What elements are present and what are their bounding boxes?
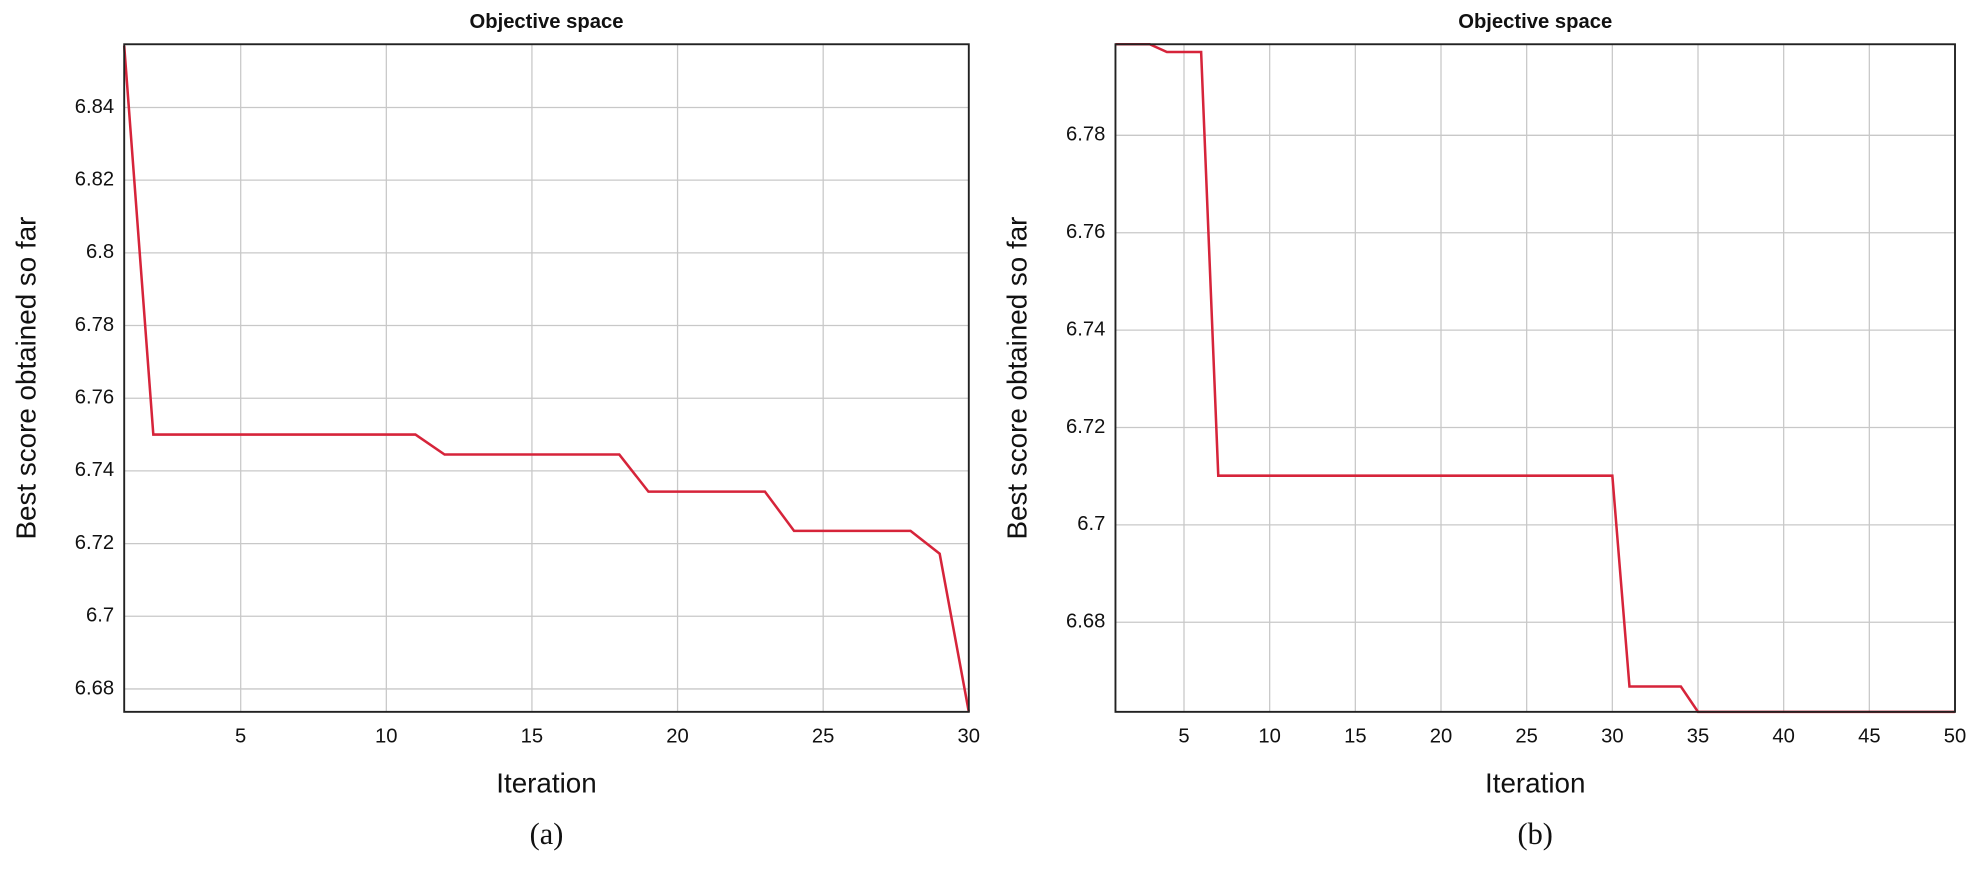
y-tick-label: 6.74 — [1066, 318, 1105, 340]
x-axis-label: Iteration — [1485, 768, 1585, 799]
y-tick-label: 6.8 — [86, 241, 114, 263]
line-series — [122, 45, 971, 713]
y-tick-label: 6.76 — [1066, 221, 1105, 243]
x-tick-label: 20 — [666, 725, 689, 747]
y-tick-label: 6.78 — [1066, 124, 1105, 146]
y-axis-label: Best score obtained so far — [1002, 217, 1033, 540]
x-tick-label: 5 — [1178, 725, 1189, 747]
x-tick-label: 15 — [521, 725, 544, 747]
x-tick-label: 10 — [1258, 725, 1281, 747]
y-tick-label: 6.7 — [1077, 513, 1105, 535]
x-tick-label: 10 — [375, 725, 398, 747]
y-tick-label: 6.68 — [1066, 611, 1105, 633]
x-tick-label: 50 — [1944, 725, 1967, 747]
caption: (a) — [530, 817, 564, 851]
y-tick-label: 6.7 — [86, 605, 114, 627]
y-tick-label: 6.76 — [75, 387, 114, 409]
y-tick-label: 6.72 — [1066, 416, 1105, 438]
x-tick-label: 30 — [958, 725, 981, 747]
caption: (b) — [1518, 817, 1553, 851]
y-tick-label: 6.84 — [75, 96, 114, 118]
x-tick-label: 40 — [1772, 725, 1794, 747]
plot-frame — [123, 43, 970, 713]
y-axis-label: Best score obtained so far — [10, 217, 41, 540]
x-tick-label: 25 — [1515, 725, 1537, 747]
plot-frame — [1114, 43, 1956, 713]
y-tick-label: 6.72 — [75, 532, 114, 554]
plot-area — [124, 44, 969, 712]
x-tick-label: 15 — [1344, 725, 1367, 747]
x-tick-label: 30 — [1601, 725, 1624, 747]
y-tick-label: 6.82 — [75, 169, 114, 191]
x-tick-label: 20 — [1430, 725, 1453, 747]
x-tick-label: 45 — [1858, 725, 1880, 747]
plot-area — [1115, 44, 1956, 712]
x-axis-label: Iteration — [496, 768, 596, 799]
x-tick-label: 35 — [1687, 725, 1709, 747]
chart-title: Objective space — [470, 11, 624, 33]
chart-title: Objective space — [1458, 11, 1612, 33]
x-tick-label: 5 — [235, 725, 246, 747]
y-tick-label: 6.74 — [75, 459, 114, 481]
y-tick-label: 6.78 — [75, 314, 114, 336]
y-tick-label: 6.68 — [75, 677, 114, 699]
x-tick-label: 25 — [812, 725, 835, 747]
